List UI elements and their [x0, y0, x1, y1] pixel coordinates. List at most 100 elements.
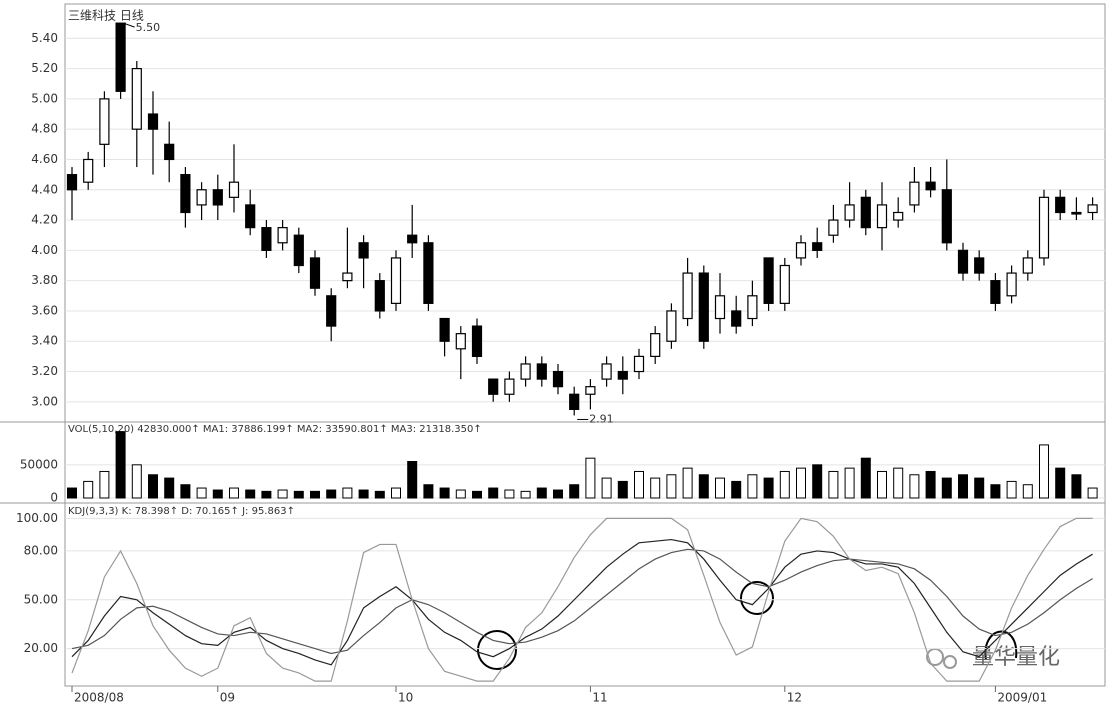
annotation: 2.91	[589, 412, 614, 425]
y-tick-label: 5.40	[31, 31, 58, 45]
volume-bar	[245, 489, 256, 499]
candle-body	[909, 181, 920, 206]
volume-bar	[1039, 444, 1049, 499]
volume-bar	[601, 477, 612, 499]
volume-bar	[553, 489, 563, 499]
volume-bar	[909, 474, 920, 499]
kdj-line	[71, 517, 1093, 682]
candle-body	[455, 333, 466, 350]
volume-bar	[504, 489, 515, 499]
volume-bar	[828, 470, 839, 499]
candle-body	[957, 249, 969, 274]
candle-body	[925, 181, 936, 191]
y-tick-label: 3.60	[31, 303, 58, 317]
candle-body	[180, 174, 191, 214]
volume-bar	[634, 470, 644, 499]
volume-bar	[67, 487, 77, 499]
candle-body	[245, 204, 256, 229]
candle-body	[83, 158, 94, 183]
volume-bar	[131, 464, 142, 499]
candle-body	[504, 378, 515, 395]
volume-bar	[893, 467, 904, 499]
candle-body	[212, 189, 223, 206]
volume-bar	[1087, 487, 1098, 499]
volume-bar	[455, 489, 466, 499]
volume-bar	[779, 470, 790, 499]
candle-body	[277, 227, 288, 244]
candle-body	[633, 355, 645, 373]
candle-body	[812, 242, 823, 251]
volume-bar	[763, 477, 774, 499]
candle-body	[147, 113, 159, 130]
y-tick-label: 4.40	[31, 182, 58, 196]
volume-bar	[715, 477, 725, 499]
kdj-line	[71, 538, 1093, 666]
volume-bar	[374, 490, 385, 499]
volume-bar	[1055, 467, 1066, 499]
candle-body	[747, 295, 758, 320]
candle-body	[423, 242, 434, 304]
candle-body	[293, 234, 304, 267]
candle-body	[990, 280, 1001, 304]
annotation: 5.50	[136, 21, 161, 34]
volume-bar	[747, 474, 758, 499]
candle-body	[731, 310, 742, 327]
volume-bar	[958, 474, 968, 499]
volume-bar	[796, 467, 806, 499]
y-tick-label: 20.00	[24, 641, 58, 655]
candle-body	[1055, 196, 1066, 214]
candle-body	[569, 393, 580, 410]
kdj-header: KDJ(9,3,3) K: 78.398↑ D: 70.165↑ J: 95.8…	[68, 506, 295, 517]
y-tick-label: 100.00	[16, 511, 58, 525]
y-tick-label: 4.00	[31, 243, 58, 257]
candle-body	[552, 370, 564, 388]
volume-bar	[536, 487, 547, 499]
y-tick-label: 3.20	[31, 364, 58, 378]
volume-bar	[941, 477, 952, 499]
candle-body	[876, 204, 888, 229]
volume-bar	[326, 489, 337, 499]
volume-bar	[1071, 474, 1082, 499]
candle-body	[795, 242, 807, 259]
volume-bar	[1006, 480, 1017, 499]
x-tick-label: 12	[787, 691, 802, 705]
candle-body	[682, 272, 693, 320]
volume-bar	[293, 490, 304, 499]
volume-bar	[391, 487, 401, 499]
volume-bar	[196, 487, 207, 499]
y-tick-label: 3.40	[31, 334, 58, 348]
candle-body	[585, 386, 596, 395]
highlight-circle	[740, 581, 774, 615]
volume-bar	[277, 489, 288, 499]
plot-frame	[64, 3, 1106, 687]
volume-bar	[472, 490, 482, 499]
candle-body	[164, 143, 175, 161]
candle-body	[407, 234, 418, 244]
candle-body	[261, 227, 272, 251]
y-tick-label: 0	[50, 491, 58, 505]
candle-body	[115, 22, 126, 92]
candle-body	[131, 67, 142, 130]
candle-body	[99, 98, 110, 145]
candle-body	[228, 181, 240, 198]
volume-bar	[229, 487, 239, 499]
candle-body	[1071, 211, 1082, 215]
annotation-arrow	[123, 22, 135, 28]
candle-body	[974, 257, 985, 274]
candle-body	[471, 325, 483, 357]
candle-body	[196, 189, 207, 206]
volume-bar	[115, 431, 126, 499]
y-tick-label: 50.00	[24, 592, 58, 606]
volume-bar	[812, 464, 823, 499]
y-tick-label: 5.00	[31, 91, 58, 105]
x-tick-label: 2009/01	[997, 691, 1047, 705]
volume-bar	[860, 457, 871, 499]
y-tick-label: 4.20	[31, 213, 58, 227]
x-tick-label: 09	[220, 691, 235, 705]
volume-bar	[990, 484, 1001, 499]
candle-body	[844, 204, 855, 221]
candle-body	[601, 363, 612, 380]
candle-body	[860, 196, 871, 229]
